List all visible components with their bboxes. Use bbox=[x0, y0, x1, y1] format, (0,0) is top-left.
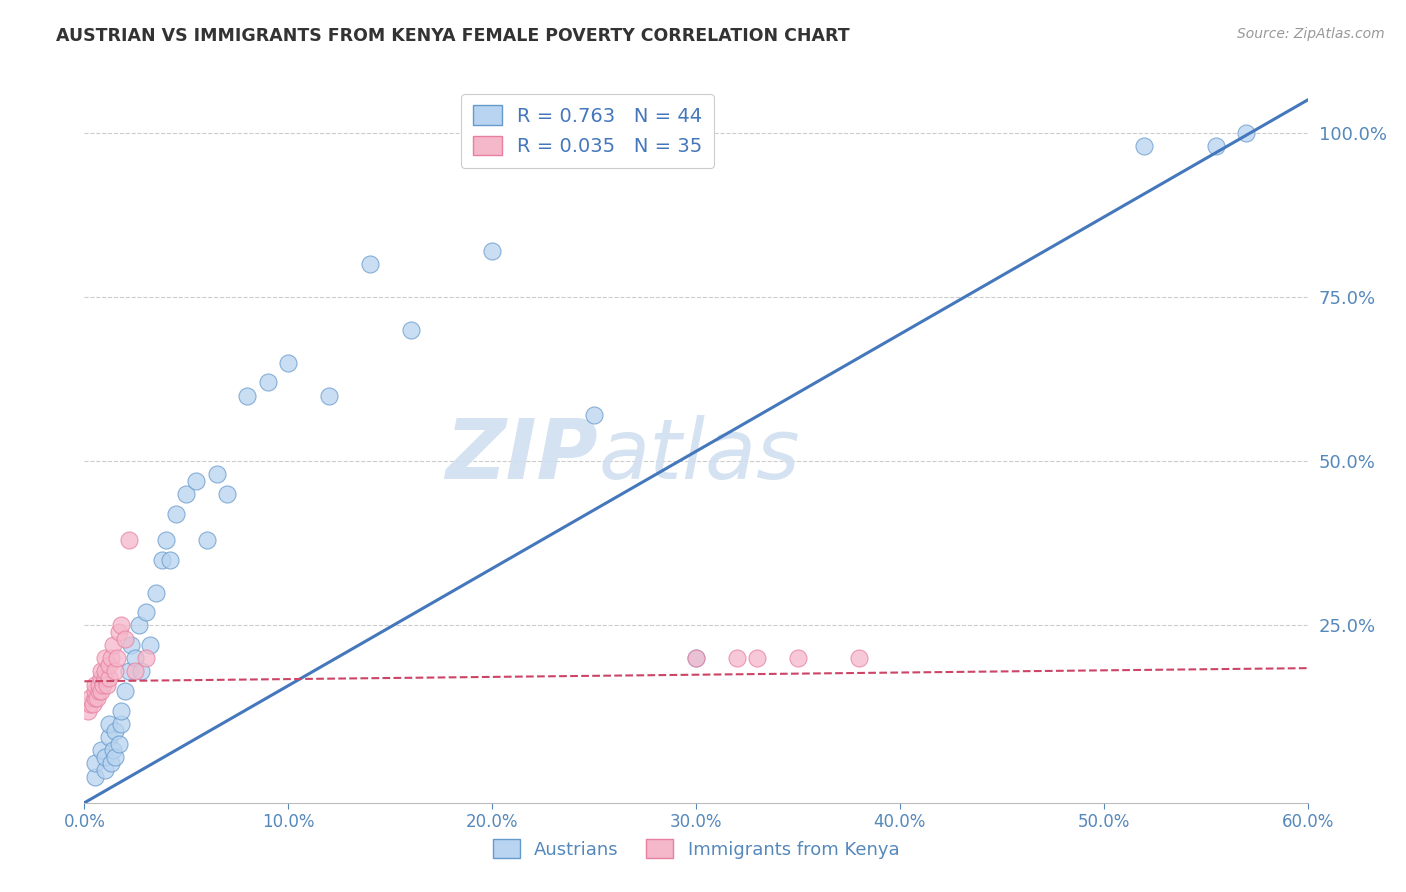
Point bbox=[108, 737, 131, 751]
Point bbox=[110, 704, 132, 718]
Point bbox=[104, 723, 127, 738]
Point bbox=[83, 690, 105, 705]
Point bbox=[236, 388, 259, 402]
Point bbox=[101, 743, 124, 757]
Point bbox=[87, 684, 110, 698]
Point bbox=[399, 323, 422, 337]
Point bbox=[83, 684, 105, 698]
Point bbox=[90, 671, 112, 685]
Point bbox=[108, 625, 131, 640]
Point bbox=[217, 487, 239, 501]
Point bbox=[83, 677, 105, 691]
Point bbox=[97, 730, 120, 744]
Point bbox=[145, 585, 167, 599]
Point bbox=[114, 632, 136, 646]
Point bbox=[97, 671, 120, 685]
Point bbox=[685, 651, 707, 665]
Point bbox=[725, 651, 748, 665]
Point bbox=[97, 657, 120, 672]
Point bbox=[257, 376, 280, 390]
Legend: Austrians, Immigrants from Kenya: Austrians, Immigrants from Kenya bbox=[485, 832, 907, 866]
Point bbox=[101, 638, 124, 652]
Point bbox=[79, 690, 101, 705]
Point bbox=[110, 618, 132, 632]
Point bbox=[83, 770, 105, 784]
Point bbox=[186, 474, 208, 488]
Point bbox=[79, 698, 101, 712]
Point bbox=[100, 651, 122, 665]
Point bbox=[93, 671, 115, 685]
Point bbox=[135, 605, 157, 619]
Point bbox=[77, 704, 100, 718]
Point bbox=[138, 638, 160, 652]
Point bbox=[174, 487, 197, 501]
Text: Source: ZipAtlas.com: Source: ZipAtlas.com bbox=[1237, 27, 1385, 41]
Point bbox=[114, 684, 136, 698]
Point bbox=[124, 665, 146, 679]
Point bbox=[100, 756, 122, 771]
Point bbox=[135, 651, 157, 665]
Point bbox=[1205, 139, 1227, 153]
Point bbox=[155, 533, 177, 547]
Point bbox=[318, 388, 340, 402]
Point bbox=[93, 749, 115, 764]
Point bbox=[128, 618, 150, 632]
Point bbox=[359, 257, 381, 271]
Point bbox=[685, 651, 707, 665]
Point bbox=[82, 698, 104, 712]
Point bbox=[124, 651, 146, 665]
Point bbox=[83, 756, 105, 771]
Point bbox=[118, 665, 141, 679]
Point bbox=[90, 743, 112, 757]
Point bbox=[165, 507, 187, 521]
Point bbox=[87, 677, 110, 691]
Point bbox=[91, 677, 114, 691]
Text: AUSTRIAN VS IMMIGRANTS FROM KENYA FEMALE POVERTY CORRELATION CHART: AUSTRIAN VS IMMIGRANTS FROM KENYA FEMALE… bbox=[56, 27, 849, 45]
Point bbox=[96, 677, 118, 691]
Point bbox=[583, 409, 606, 423]
Point bbox=[118, 533, 141, 547]
Point bbox=[1133, 139, 1156, 153]
Point bbox=[97, 717, 120, 731]
Point bbox=[787, 651, 810, 665]
Point bbox=[195, 533, 218, 547]
Point bbox=[90, 665, 112, 679]
Point bbox=[205, 467, 228, 482]
Point bbox=[481, 244, 503, 258]
Point bbox=[104, 665, 127, 679]
Point bbox=[93, 651, 115, 665]
Point bbox=[105, 651, 128, 665]
Point bbox=[159, 553, 181, 567]
Point bbox=[104, 749, 127, 764]
Point bbox=[131, 665, 153, 679]
Point bbox=[120, 638, 142, 652]
Point bbox=[747, 651, 769, 665]
Point bbox=[150, 553, 173, 567]
Point bbox=[848, 651, 870, 665]
Point bbox=[90, 684, 112, 698]
Point bbox=[110, 717, 132, 731]
Point bbox=[93, 665, 115, 679]
Point bbox=[277, 356, 299, 370]
Text: atlas: atlas bbox=[598, 416, 800, 497]
Point bbox=[86, 690, 108, 705]
Point bbox=[93, 763, 115, 777]
Point bbox=[1236, 126, 1258, 140]
Text: ZIP: ZIP bbox=[446, 416, 598, 497]
